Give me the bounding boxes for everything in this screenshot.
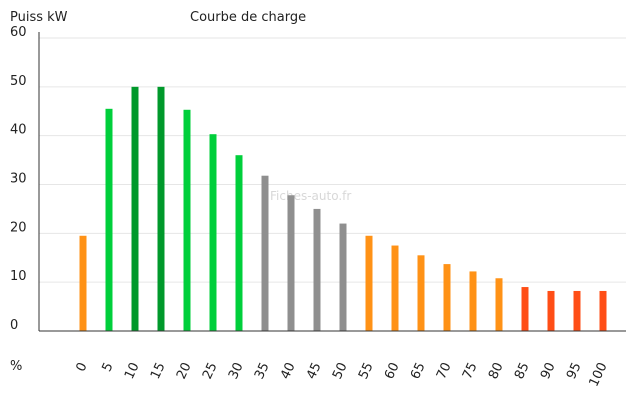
bar-20: [183, 109, 191, 331]
bar-45: [313, 208, 321, 331]
bar-70: [443, 264, 451, 331]
x-tick-label: 60: [382, 360, 403, 381]
bar-60: [391, 245, 399, 331]
x-tick-label: 0: [74, 360, 91, 374]
x-tick-label: 35: [252, 360, 273, 381]
bar-30: [235, 155, 243, 331]
x-tick-label: 5: [100, 360, 117, 374]
bar-35: [261, 175, 269, 331]
x-tick-label: 55: [356, 360, 377, 381]
bar-80: [495, 278, 503, 331]
bar-95: [573, 290, 581, 331]
y-tick-label: 60: [10, 25, 27, 40]
y-tick-label: 50: [10, 74, 27, 89]
y-tick-label: 30: [10, 172, 27, 187]
y-axis-label: Puiss kW: [10, 10, 68, 25]
x-tick-label: 10: [122, 360, 143, 381]
bar-85: [521, 287, 529, 331]
bar-0: [79, 235, 87, 331]
y-tick-labels: 0 10 20 30 40 50 60: [10, 25, 27, 333]
x-tick-label: 85: [512, 360, 533, 381]
bar-5: [105, 108, 113, 331]
x-tick-label: 40: [278, 360, 299, 381]
x-tick-label: 100: [587, 360, 611, 389]
y-tick-label: 20: [10, 220, 27, 235]
bar-50: [339, 223, 347, 331]
bar-25: [209, 134, 217, 331]
watermark: Fiches-auto.fr: [270, 189, 351, 203]
bar-40: [287, 195, 295, 331]
x-tick-label: 20: [174, 360, 195, 381]
y-tick-label: 10: [10, 269, 27, 284]
bar-100: [599, 290, 607, 331]
y-tick-label: 40: [10, 123, 27, 138]
x-axis-label: %: [10, 359, 22, 374]
x-tick-label: 95: [564, 360, 585, 381]
x-tick-label: 75: [460, 360, 481, 381]
x-tick-label: 80: [486, 360, 507, 381]
x-tick-label: 70: [434, 360, 455, 381]
x-tick-label: 90: [538, 360, 559, 381]
x-tick-label: 65: [408, 360, 429, 381]
x-tick-label: 25: [200, 360, 221, 381]
bar-15: [157, 86, 165, 331]
bar-90: [547, 290, 555, 331]
bars: [79, 86, 607, 331]
bar-75: [469, 271, 477, 331]
bar-55: [365, 235, 373, 331]
chart-title: Courbe de charge: [190, 10, 306, 25]
bar-65: [417, 255, 425, 331]
x-tick-label: 50: [330, 360, 351, 381]
x-tick-label: 30: [226, 360, 247, 381]
x-tick-label: 45: [304, 360, 325, 381]
gridlines: [39, 37, 626, 332]
bar-10: [131, 86, 139, 331]
x-tick-label: 15: [148, 360, 169, 381]
y-tick-label: 0: [10, 318, 18, 333]
x-tick-labels: 0 5 10 15 20 25 30 35 40 45 50 55 60 65 70 75 80 85 90 95 10…: [74, 360, 611, 389]
